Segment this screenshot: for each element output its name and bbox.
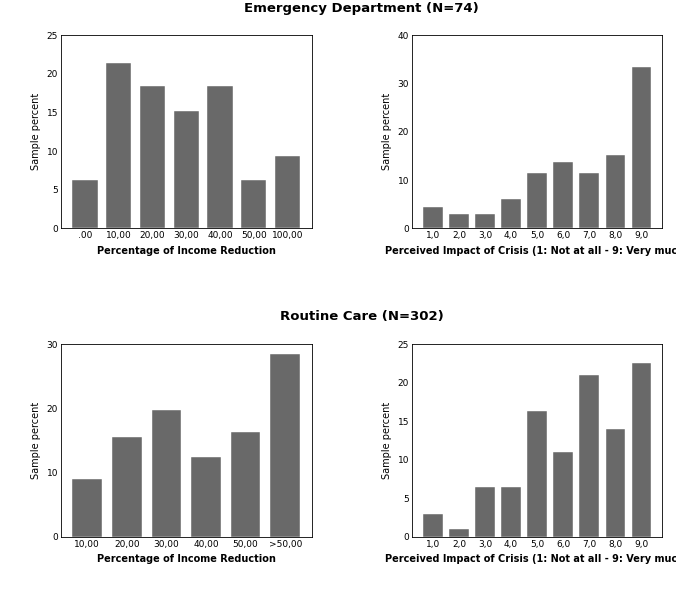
Bar — [527, 173, 547, 228]
Bar — [579, 375, 599, 537]
Bar — [423, 514, 443, 537]
X-axis label: Percentage of Income Reduction: Percentage of Income Reduction — [97, 554, 276, 564]
Bar — [112, 437, 141, 537]
Y-axis label: Sample percent: Sample percent — [382, 402, 392, 479]
Y-axis label: Sample percent: Sample percent — [31, 93, 41, 171]
Y-axis label: Sample percent: Sample percent — [31, 402, 41, 479]
Text: Emergency Department (N=74): Emergency Department (N=74) — [244, 2, 479, 15]
Bar — [275, 156, 300, 228]
Bar — [450, 214, 468, 228]
X-axis label: Perceived Impact of Crisis (1: Not at all - 9: Very much): Perceived Impact of Crisis (1: Not at al… — [385, 554, 676, 564]
Bar — [72, 479, 102, 537]
Bar — [450, 529, 468, 537]
Bar — [423, 206, 443, 228]
X-axis label: Percentage of Income Reduction: Percentage of Income Reduction — [97, 245, 276, 255]
Bar — [502, 199, 521, 228]
Bar — [72, 181, 97, 228]
Bar — [174, 111, 199, 228]
Bar — [527, 411, 547, 537]
Bar — [606, 429, 625, 537]
Bar — [502, 487, 521, 537]
Bar — [191, 457, 221, 537]
Bar — [606, 155, 625, 228]
Bar — [631, 363, 651, 537]
Y-axis label: Sample percent: Sample percent — [382, 93, 392, 171]
Bar — [475, 487, 495, 537]
Bar — [579, 173, 599, 228]
Bar — [151, 409, 181, 537]
Bar — [208, 86, 233, 228]
Bar — [270, 353, 300, 537]
Bar — [140, 86, 165, 228]
Bar — [106, 63, 131, 228]
Bar — [631, 67, 651, 228]
Text: Routine Care (N=302): Routine Care (N=302) — [280, 310, 443, 323]
Bar — [554, 452, 573, 537]
Bar — [241, 181, 266, 228]
Bar — [554, 162, 573, 228]
X-axis label: Perceived Impact of Crisis (1: Not at all - 9: Very much): Perceived Impact of Crisis (1: Not at al… — [385, 245, 676, 255]
Bar — [475, 214, 495, 228]
Bar — [231, 432, 260, 537]
